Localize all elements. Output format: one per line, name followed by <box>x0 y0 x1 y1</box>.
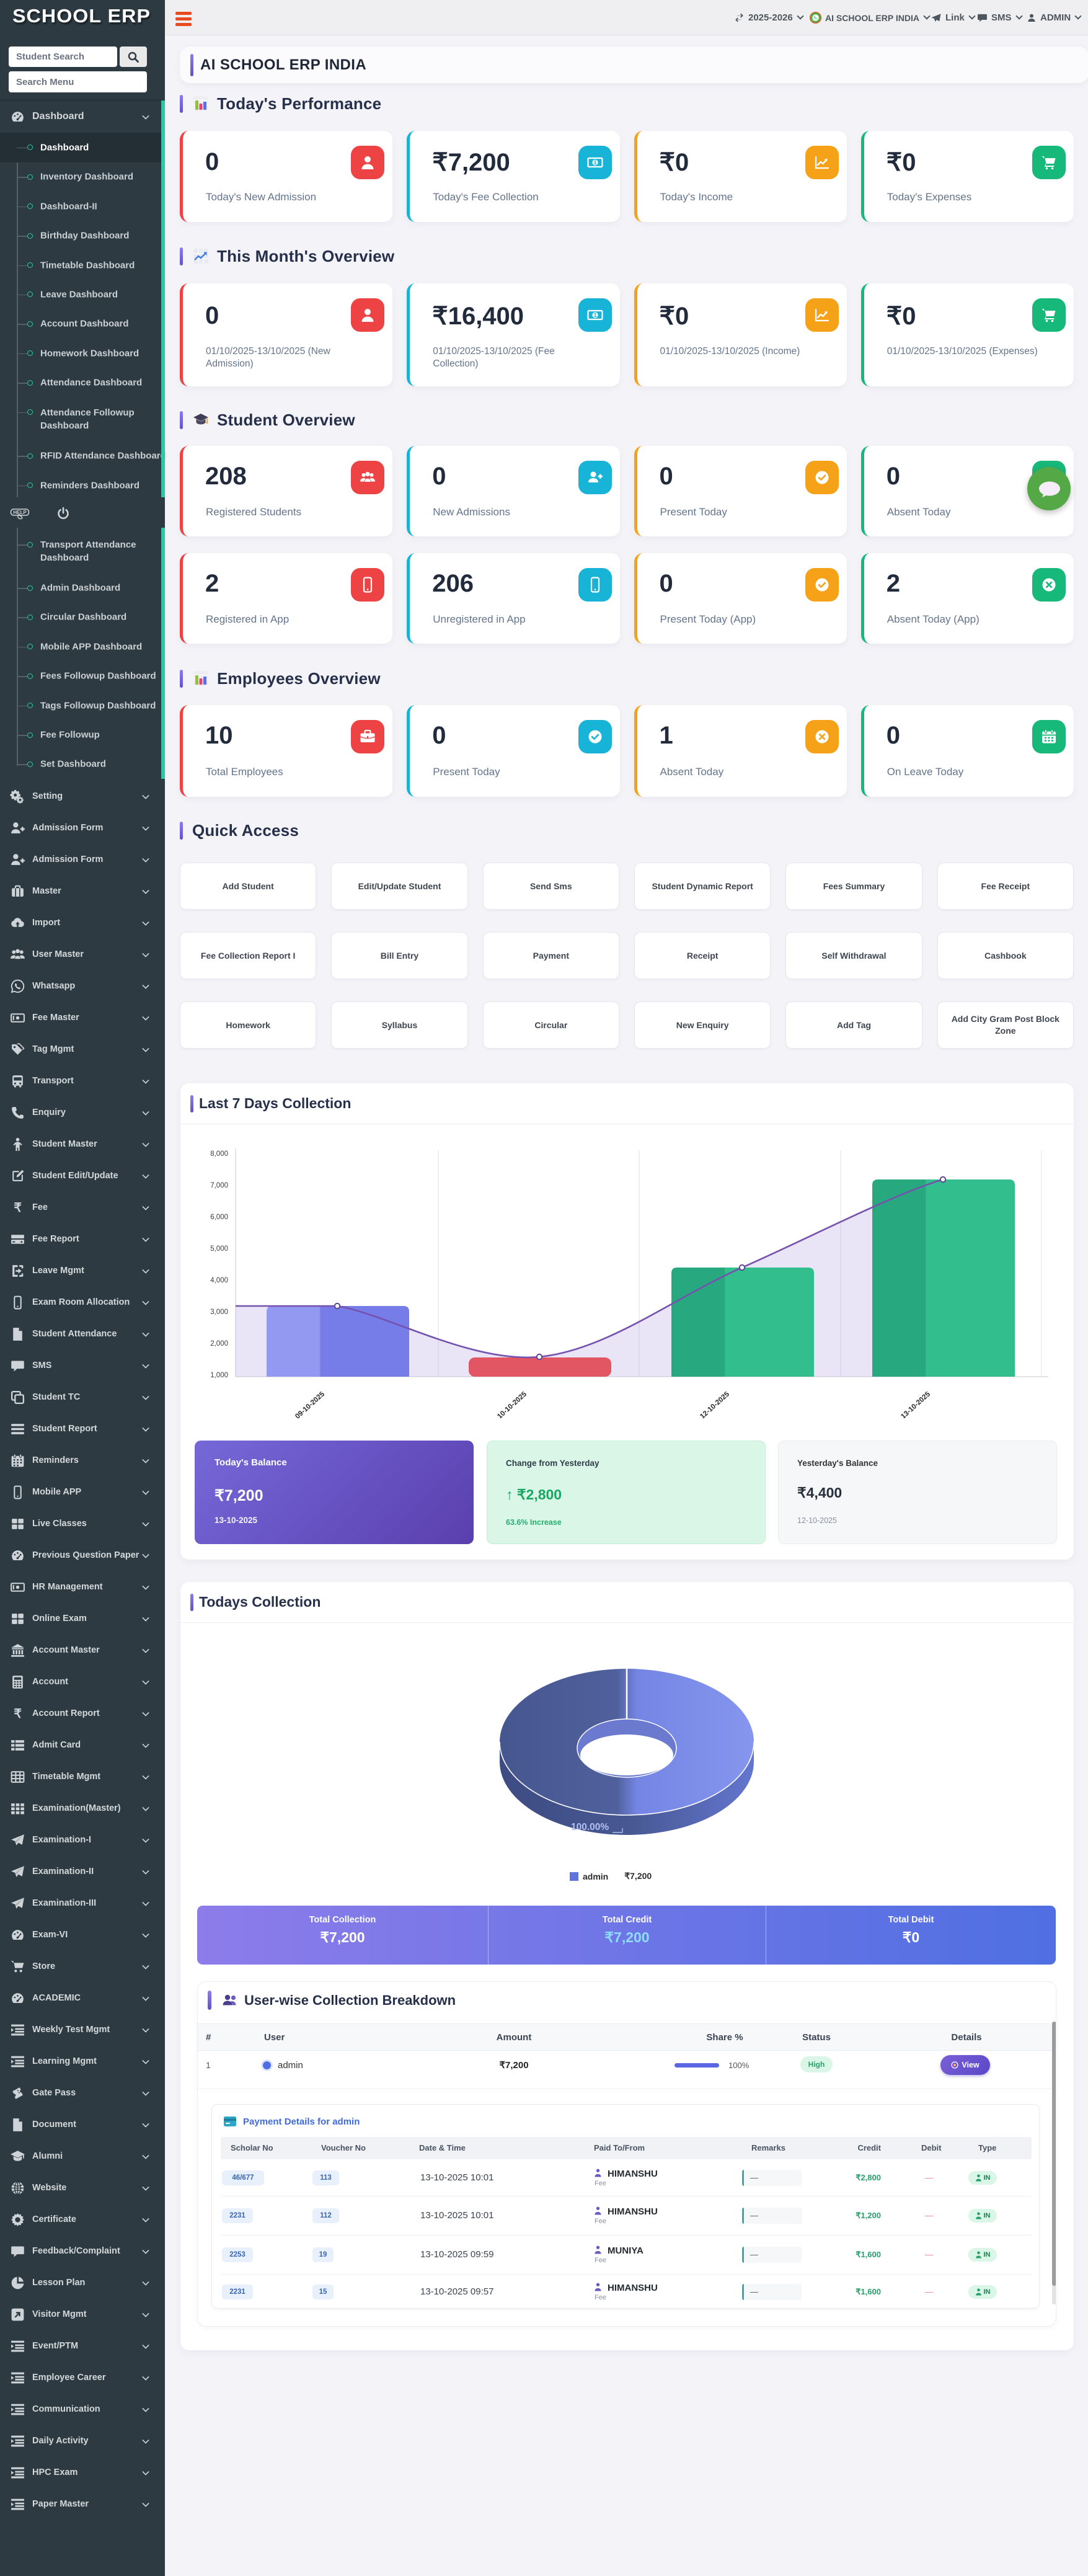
svg-text:4,000: 4,000 <box>210 1277 228 1284</box>
svg-text:5,000: 5,000 <box>210 1245 228 1253</box>
svg-text:10-10-2025: 10-10-2025 <box>496 1390 528 1418</box>
svg-text:₹: ₹ <box>14 1201 22 1214</box>
svg-text:1,000: 1,000 <box>210 1372 228 1379</box>
svg-text:7,000: 7,000 <box>210 1182 228 1189</box>
svg-text:₹: ₹ <box>14 1707 22 1720</box>
svg-text:100.00%: 100.00% <box>571 1822 609 1832</box>
svg-text:3,000: 3,000 <box>210 1308 228 1316</box>
svg-text:1: 1 <box>593 312 596 318</box>
svg-text:09-10-2025: 09-10-2025 <box>294 1390 326 1418</box>
svg-text:1: 1 <box>593 159 596 166</box>
svg-text:13-10-2025: 13-10-2025 <box>900 1390 932 1418</box>
svg-text:6,000: 6,000 <box>210 1214 228 1221</box>
svg-text:8,000: 8,000 <box>210 1150 228 1158</box>
svg-text:12-10-2025: 12-10-2025 <box>699 1390 731 1418</box>
svg-text:2,000: 2,000 <box>210 1340 228 1348</box>
svg-text:HELP: HELP <box>13 510 27 515</box>
